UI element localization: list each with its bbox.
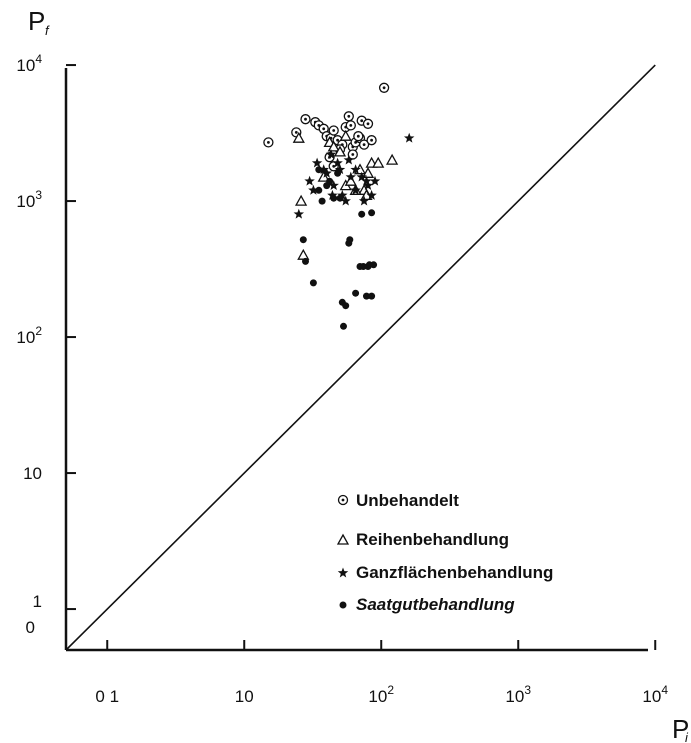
legend-marker-star-icon xyxy=(337,567,349,578)
legend-item-unbehandelt: Unbehandelt xyxy=(337,491,459,510)
x-tick-label-2: 102 xyxy=(368,683,394,706)
legend-marker-triangle-icon xyxy=(336,533,350,545)
data-point-circle-dot-0-18 xyxy=(358,139,370,150)
data-point-triangle-1-6 xyxy=(333,145,347,157)
legend-label-saatgutbehandlung: Saatgutbehandlung xyxy=(356,595,515,614)
data-point-dot-3-21 xyxy=(368,209,376,217)
data-point-dot-3-25 xyxy=(334,169,342,177)
data-point-circle-dot-0-13 xyxy=(345,120,356,131)
data-point-circle-dot-0-8 xyxy=(328,125,339,136)
data-point-star-2-22 xyxy=(350,164,361,175)
legend-label-unbehandelt: Unbehandelt xyxy=(356,491,459,510)
data-point-star-2-3 xyxy=(311,157,323,168)
data-point-dot-3-13 xyxy=(352,289,360,297)
data-point-circle-dot-0-21 xyxy=(378,82,390,93)
y-tick-label-2: 102 xyxy=(16,324,42,347)
data-point-circle-dot-0-20 xyxy=(366,135,377,146)
legend-item-saatgutbehandlung: Saatgutbehandlung xyxy=(339,595,515,614)
data-point-star-2-19 xyxy=(369,175,381,186)
data-point-dot-3-0 xyxy=(299,236,307,244)
data-point-star-2-10 xyxy=(337,189,348,200)
data-point-dot-3-7 xyxy=(336,194,344,202)
data-point-triangle-1-1 xyxy=(294,194,308,206)
legend-item-ganzflaechenbehandlung: Ganzflächenbehandlung xyxy=(337,563,553,582)
data-point-circle-dot-0-12 xyxy=(343,111,354,122)
y-tick-label-3: 103 xyxy=(16,188,42,211)
data-point-circle-dot-0-0 xyxy=(263,137,274,148)
data-point-star-2-9 xyxy=(332,157,343,168)
legend-label-ganzflaechenbehandlung: Ganzflächenbehandlung xyxy=(356,563,553,582)
data-point-star-2-17 xyxy=(362,180,374,191)
data-point-circle-dot-0-25 xyxy=(347,149,358,160)
y-tick-label-4: 104 xyxy=(16,52,42,75)
x-tick-label-0: 0 1 xyxy=(95,687,119,706)
legend: Unbehandelt Reihenbehandlung Ganzflächen… xyxy=(336,491,553,614)
y-axis-title-subscript: f xyxy=(45,23,50,38)
data-point-circle-dot-0-26 xyxy=(353,131,364,142)
data-point-triangle-1-15 xyxy=(385,153,399,165)
data-point-dot-3-15 xyxy=(358,210,366,218)
legend-marker-dot-icon xyxy=(339,601,347,609)
data-point-star-2-13 xyxy=(345,171,357,182)
data-point-star-2-21 xyxy=(334,164,346,175)
data-point-star-2-15 xyxy=(356,171,367,182)
data-point-star-2-1 xyxy=(304,175,315,186)
data-point-dot-3-3 xyxy=(315,186,323,194)
x-axis-title-subscript: i xyxy=(685,730,689,743)
data-point-star-2-0 xyxy=(293,208,305,219)
data-point-star-2-6 xyxy=(325,149,337,159)
data-point-dot-3-10 xyxy=(342,302,350,310)
data-point-star-2-7 xyxy=(327,189,338,200)
data-point-dot-3-4 xyxy=(318,197,326,205)
legend-item-reihenbehandlung: Reihenbehandlung xyxy=(336,530,509,549)
data-point-star-2-14 xyxy=(350,184,361,195)
data-point-star-2-8 xyxy=(328,180,339,191)
data-point-triangle-1-14 xyxy=(372,156,385,168)
data-point-triangle-1-2 xyxy=(297,248,310,260)
data-point-dot-3-2 xyxy=(309,279,317,287)
data-point-dot-3-22 xyxy=(370,261,378,269)
data-point-dot-3-23 xyxy=(315,166,323,174)
data-point-star-2-12 xyxy=(343,154,355,165)
x-tick-label-1: 10 xyxy=(235,687,254,706)
data-points-layer xyxy=(263,82,415,330)
x-tick-label-3: 103 xyxy=(505,683,531,706)
x-axis-title: P xyxy=(672,714,689,743)
data-point-star-2-23 xyxy=(361,175,372,186)
data-point-dot-3-20 xyxy=(368,292,376,300)
y-tick-label-0: 1 xyxy=(33,592,42,611)
data-point-dot-3-9 xyxy=(340,322,347,330)
data-point-triangle-1-3 xyxy=(317,170,330,182)
y-tick-label-zero: 0 xyxy=(26,618,35,637)
data-point-star-2-18 xyxy=(366,189,377,200)
data-point-star-2-11 xyxy=(340,195,351,206)
data-point-triangle-1-5 xyxy=(327,140,340,152)
legend-marker-circle-dot-icon xyxy=(337,494,349,506)
data-point-star-2-4 xyxy=(318,164,329,175)
data-point-dot-3-6 xyxy=(330,194,338,202)
data-point-triangle-1-16 xyxy=(339,129,352,141)
data-point-dot-3-12 xyxy=(346,236,354,244)
data-point-dot-3-1 xyxy=(302,257,309,265)
legend-label-reihenbehandlung: Reihenbehandlung xyxy=(356,530,509,549)
data-point-triangle-1-12 xyxy=(361,166,375,178)
y-axis-title: P xyxy=(28,6,45,36)
data-point-star-2-2 xyxy=(308,184,319,195)
x-tick-label-4: 104 xyxy=(642,683,668,706)
data-point-circle-dot-0-2 xyxy=(300,114,311,125)
data-point-star-2-5 xyxy=(321,167,332,178)
reference-line-layer xyxy=(65,64,656,651)
data-point-triangle-1-0 xyxy=(292,131,305,143)
reference-line-pf-equals-pi xyxy=(65,64,656,651)
data-point-dot-3-24 xyxy=(326,177,334,185)
data-point-star-2-16 xyxy=(358,195,370,206)
data-point-dot-3-17 xyxy=(363,292,370,300)
data-point-circle-dot-0-19 xyxy=(362,118,374,129)
data-point-star-2-20 xyxy=(403,132,415,143)
y-tick-label-1: 10 xyxy=(23,464,42,483)
